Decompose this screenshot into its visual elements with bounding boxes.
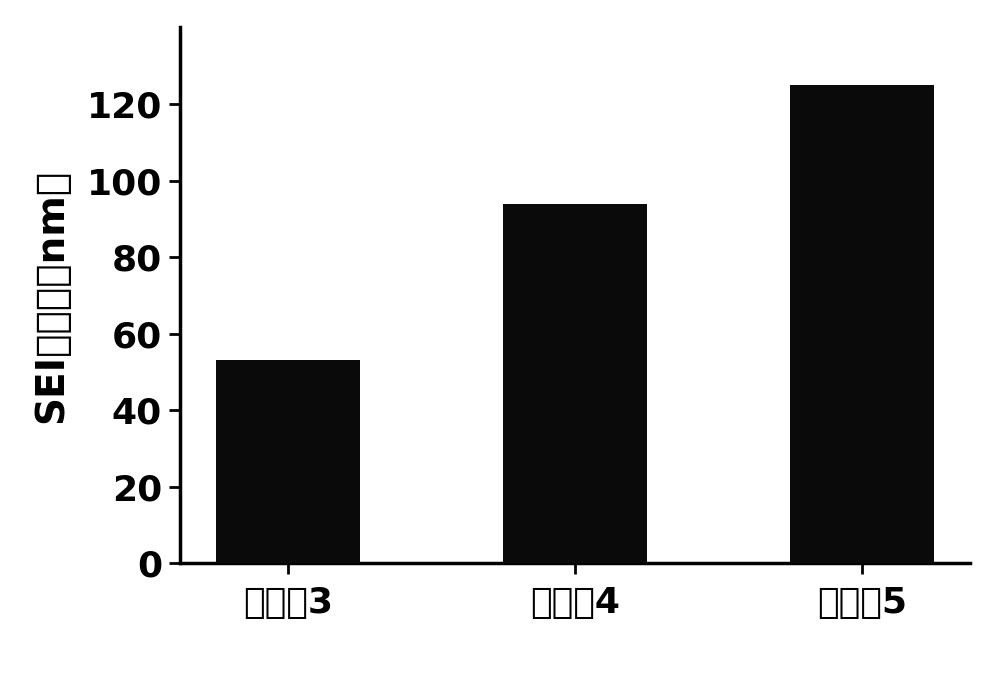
Y-axis label: SEI膜厚度（nm）: SEI膜厚度（nm） (32, 168, 70, 423)
Bar (790, 85, 934, 563)
Bar (503, 203, 647, 563)
Bar (216, 361, 360, 563)
